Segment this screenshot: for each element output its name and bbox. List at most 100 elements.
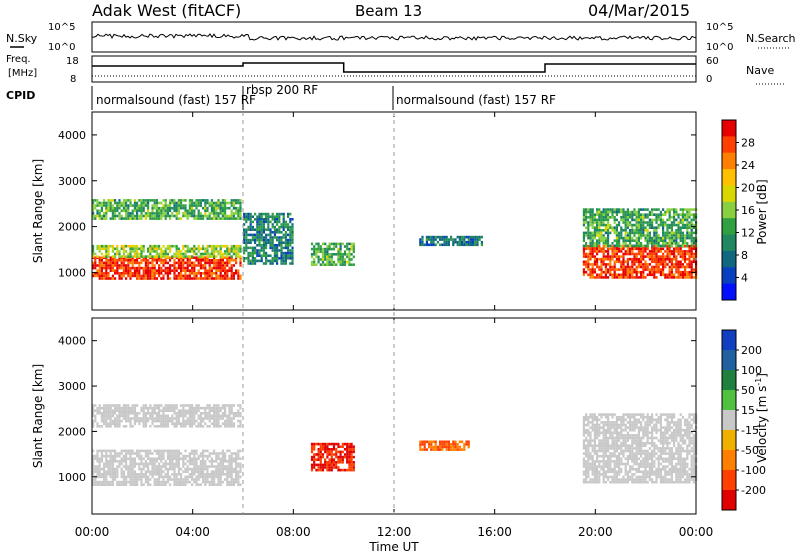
velocity-panel: 1000 2000 3000 4000 Slant Range [km] (31, 317, 698, 515)
x-tick-label: 20:00 (578, 525, 613, 539)
power-echoes-region-1 (92, 244, 242, 258)
nsearch-label: N.Search (746, 32, 796, 45)
y-tick-label: 4000 (58, 129, 86, 142)
velocity-colorbar-tick-label: 100 (741, 364, 762, 377)
cpid-segment-1: normalsound (fast) 157 RF (96, 93, 256, 107)
velocity-colorbar-tick-label: 15 (741, 404, 755, 417)
y-tick-label: 1000 (58, 266, 86, 279)
velocity-colorbar-segment (722, 370, 736, 391)
power-colorbar-tick-label: 8 (741, 249, 748, 262)
velocity-colorbar-segment (722, 470, 736, 491)
power-echoes-region-4 (310, 242, 355, 266)
power-echoes-region-7 (582, 208, 698, 248)
nsearch-tick-top: 10^5 (706, 22, 733, 33)
velocity-colorbar-segment (722, 330, 736, 351)
nsearch-tick-bottom: 10^0 (706, 42, 733, 53)
freq-trace (92, 62, 696, 77)
date-label: 04/Mar/2015 (588, 1, 690, 20)
nsky-label: N.Sky (6, 32, 38, 45)
velocity-echoes-region-4 (582, 413, 698, 484)
velocity-colorbar-tick-label: 50 (741, 384, 755, 397)
nsky-tick-top: 10^5 (48, 22, 75, 33)
power-colorbar-tick-label: 24 (741, 159, 755, 172)
x-tick-label: 00:00 (75, 525, 110, 539)
velocity-colorbar-tick-label: -200 (741, 484, 766, 497)
nave-label: Nave (746, 64, 774, 77)
power-colorbar-tick-label: 4 (741, 272, 748, 285)
x-tick-label: 00:00 (679, 525, 714, 539)
y-tick-label: 2000 (58, 221, 86, 234)
freq-step-line (92, 62, 696, 73)
power-colorbar-tick-label: 12 (741, 227, 755, 240)
power-echoes-region-5 (419, 235, 483, 247)
velocity-title-sup: -1 (754, 378, 763, 386)
cpid-segment-2: rbsp 200 RF (246, 83, 318, 97)
velocity-colorbar: 200 100 50 15 -15 -50 -100 -200 (721, 329, 766, 511)
nave-tick-top: 60 (706, 56, 719, 67)
noise-sky-line (91, 33, 697, 48)
power-colorbar-segment (722, 250, 736, 268)
cpid-segment-3: normalsound (fast) 157 RF (396, 93, 556, 107)
velocity-colorbar-segment (722, 410, 736, 431)
freq-label: Freq. (6, 54, 31, 65)
power-y-axis: 1000 2000 3000 4000 (58, 129, 696, 279)
cpid-row: normalsound (fast) 157 RF rbsp 200 RF no… (91, 83, 556, 110)
power-colorbar: 28 24 20 16 12 8 4 (721, 119, 755, 301)
velocity-echoes-region-0 (92, 449, 242, 486)
x-tick-label: 16:00 (477, 525, 512, 539)
noise-panel: N.Sky 10^5 10^0 10^5 10^0 N.Search (6, 21, 796, 53)
velocity-y-axis: 1000 2000 3000 4000 (58, 335, 696, 484)
power-colorbar-segment (722, 120, 736, 137)
power-colorbar-segment (722, 169, 736, 186)
freq-unit-label: [MHz] (8, 68, 37, 79)
time-x-axis: 00:00 04:00 08:00 12:00 16:00 20:00 00:00 (75, 112, 714, 539)
power-colorbar-segment (722, 234, 736, 252)
power-colorbar-segment (722, 283, 736, 301)
velocity-colorbar-segment (722, 430, 736, 451)
radar-title: Adak West (fitACF) (92, 1, 241, 20)
y-tick-label: 4000 (58, 335, 86, 348)
x-tick-label: 12:00 (377, 525, 412, 539)
velocity-echoes-region-3 (419, 440, 470, 451)
power-colorbar-segment (722, 201, 736, 219)
power-colorbar-segment (722, 267, 736, 285)
power-colorbar-segment (722, 218, 736, 236)
power-colorbar-segment (722, 136, 736, 154)
y-tick-label: 2000 (58, 425, 86, 438)
power-ylabel: Slant Range [km] (31, 159, 45, 263)
y-tick-label: 3000 (58, 175, 86, 188)
x-axis-label: Time UT (368, 540, 419, 554)
velocity-echo-layer (92, 404, 698, 486)
nave-tick-bottom: 0 (706, 74, 712, 85)
freq-tick-top: 18 (66, 56, 79, 67)
velocity-colorbar-segment (722, 450, 736, 471)
nsky-tick-bottom: 10^0 (48, 42, 75, 53)
velocity-colorbar-frame (721, 329, 737, 511)
x-tick-label: 04:00 (175, 525, 210, 539)
cpid-label: CPID (6, 89, 35, 102)
velocity-echoes-region-2 (310, 442, 355, 472)
velocity-colorbar-tick-label: 200 (741, 344, 762, 357)
power-colorbar-tick-label: 28 (741, 137, 755, 150)
power-colorbar-segment (722, 152, 736, 170)
power-echoes-region-2 (92, 199, 242, 220)
velocity-colorbar-tick-label: -15 (741, 424, 759, 437)
y-tick-label: 3000 (58, 380, 86, 393)
power-colorbar-segment (722, 185, 736, 203)
y-tick-label: 1000 (58, 471, 86, 484)
freq-tick-bottom: 8 (70, 74, 76, 85)
velocity-colorbar-tick-label: -50 (741, 444, 759, 457)
velocity-ylabel: Slant Range [km] (31, 364, 45, 468)
x-tick-label: 08:00 (276, 525, 311, 539)
power-colorbar-tick-label: 16 (741, 204, 755, 217)
velocity-echoes-region-1 (92, 404, 242, 428)
velocity-colorbar-segment (722, 350, 736, 371)
power-echoes-region-6 (582, 244, 698, 279)
velocity-colorbar-title: Velocity [m s-1] (754, 373, 769, 463)
velocity-title-main: Velocity [m s (755, 386, 769, 463)
velocity-colorbar-segment (722, 490, 736, 511)
power-echo-layer (92, 199, 698, 280)
power-colorbar-title: Power [dB] (755, 179, 769, 244)
power-colorbar-tick-label: 20 (741, 182, 755, 195)
